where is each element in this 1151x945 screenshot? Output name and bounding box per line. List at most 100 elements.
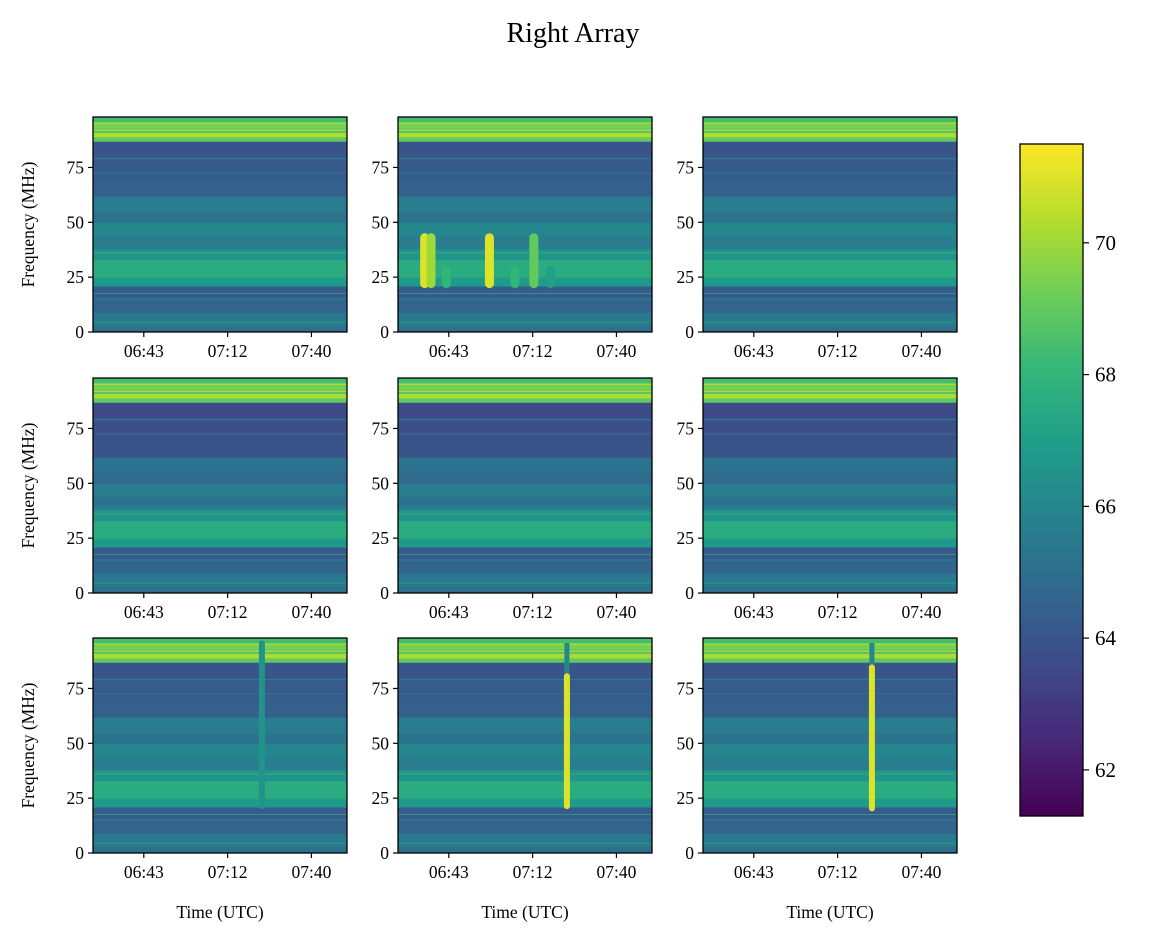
freq-band <box>93 780 347 784</box>
freq-band <box>703 542 957 546</box>
freq-band <box>703 180 957 184</box>
freq-band <box>398 804 652 808</box>
freq-band <box>703 789 957 793</box>
freq-band <box>93 771 347 775</box>
freq-band <box>398 384 652 388</box>
freq-band <box>703 277 957 280</box>
freq-band <box>93 498 347 502</box>
freq-band <box>703 421 957 425</box>
freq-band <box>93 123 347 127</box>
freq-band <box>93 397 347 401</box>
freq-band <box>398 787 652 790</box>
spectrogram-panel-r2c2: 0 25 50 75 06:43 07:12 07:40 Time (UTC) <box>677 637 958 922</box>
freq-band <box>703 452 957 456</box>
freq-band <box>703 640 957 643</box>
freq-band <box>703 514 957 517</box>
freq-band <box>93 507 347 511</box>
freq-band <box>398 793 652 797</box>
freq-band <box>703 662 957 665</box>
freq-band <box>703 290 957 294</box>
freq-band <box>398 149 652 153</box>
freq-band <box>93 318 347 322</box>
freq-band <box>93 158 347 162</box>
freq-band <box>93 384 347 388</box>
x-tick-label: 07:40 <box>292 862 332 882</box>
freq-band <box>703 402 957 405</box>
freq-band <box>703 806 957 810</box>
freq-band <box>93 316 347 320</box>
y-tick-label: 25 <box>67 788 85 808</box>
freq-band <box>93 279 347 283</box>
freq-band <box>93 408 347 412</box>
x-tick-label: 06:43 <box>734 602 774 622</box>
freq-band <box>93 446 347 449</box>
freq-band <box>703 231 957 234</box>
freq-band <box>398 573 652 577</box>
x-tick-label: 07:40 <box>902 602 942 622</box>
freq-band <box>398 467 652 471</box>
freq-band <box>703 538 957 541</box>
freq-band <box>93 806 347 810</box>
freq-band <box>703 820 957 823</box>
freq-band <box>93 299 347 302</box>
freq-band <box>703 454 957 458</box>
freq-band <box>93 402 347 405</box>
y-tick-label: 50 <box>67 212 85 232</box>
freq-band <box>93 701 347 705</box>
freq-band <box>93 266 347 269</box>
freq-band <box>93 421 347 425</box>
freq-band <box>93 544 347 548</box>
freq-band <box>703 511 957 515</box>
freq-band <box>703 263 957 267</box>
freq-band <box>703 701 957 705</box>
freq-band <box>93 182 347 186</box>
freq-band <box>703 756 957 760</box>
spectrogram-panel-r2c1: 0 25 50 75 06:43 07:12 07:40 Time (UTC) <box>372 637 653 922</box>
freq-band <box>398 215 652 219</box>
freq-band <box>398 305 652 309</box>
freq-band <box>93 817 347 821</box>
x-tick-label: 07:12 <box>513 602 553 622</box>
freq-band <box>93 846 347 850</box>
freq-band <box>398 446 652 449</box>
freq-band <box>703 470 957 473</box>
freq-band <box>93 571 347 574</box>
freq-band <box>398 233 652 237</box>
freq-band <box>398 732 652 736</box>
freq-band <box>703 487 957 491</box>
x-tick-label: 07:40 <box>597 341 637 361</box>
freq-band <box>703 404 957 408</box>
freq-band <box>93 712 347 716</box>
freq-band <box>703 754 957 758</box>
freq-band <box>398 456 652 460</box>
freq-band <box>398 767 652 771</box>
freq-band <box>703 573 957 577</box>
freq-band <box>398 752 652 755</box>
freq-band <box>398 437 652 441</box>
freq-band <box>703 549 957 552</box>
freq-band <box>703 524 957 528</box>
burst-event <box>545 266 555 289</box>
x-tick-label: 06:43 <box>429 341 469 361</box>
freq-band <box>703 703 957 707</box>
x-axis-label: Time (UTC) <box>786 902 874 922</box>
y-tick-label: 75 <box>677 678 695 698</box>
freq-band <box>703 443 957 447</box>
freq-band <box>398 760 652 764</box>
freq-band <box>703 774 957 777</box>
freq-band <box>703 833 957 837</box>
freq-band <box>703 544 957 548</box>
freq-band <box>93 465 347 469</box>
freq-band <box>93 176 347 180</box>
freq-band <box>398 697 652 701</box>
freq-band <box>93 518 347 522</box>
freq-band <box>703 228 957 232</box>
colorbar-tick-label: 68 <box>1095 363 1116 387</box>
freq-band <box>398 211 652 215</box>
y-tick-label: 75 <box>372 418 390 438</box>
freq-band <box>398 193 652 197</box>
freq-band <box>398 540 652 544</box>
freq-band <box>398 664 652 668</box>
freq-band <box>703 492 957 495</box>
freq-band <box>703 815 957 819</box>
